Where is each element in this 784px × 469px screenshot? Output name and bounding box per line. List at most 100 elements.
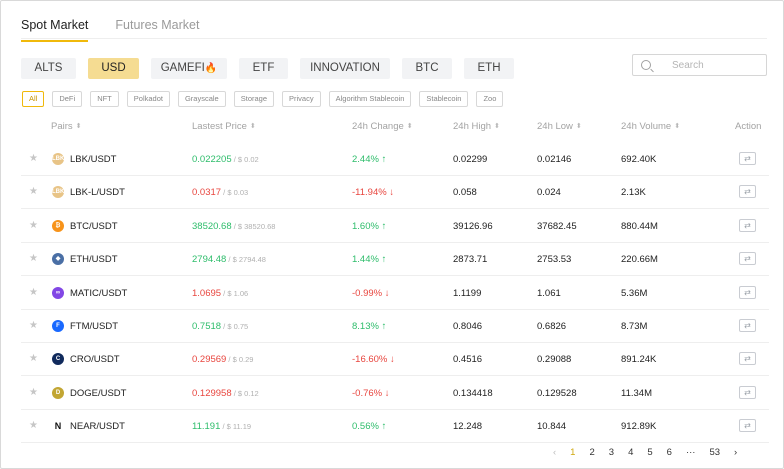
market-tabs: Spot Market Futures Market xyxy=(21,18,226,42)
high-value: 39126.96 xyxy=(453,220,493,232)
low-value: 0.024 xyxy=(537,187,561,199)
sort-icon: ⬍ xyxy=(249,123,256,130)
transfer-icon[interactable]: ⇄ xyxy=(739,385,756,399)
category-innovation[interactable]: INNOVATION xyxy=(300,58,390,79)
page-5[interactable]: 5 xyxy=(647,447,653,458)
star-icon[interactable]: ★ xyxy=(29,420,38,432)
star-icon[interactable]: ★ xyxy=(29,286,38,298)
table-row[interactable]: ★ C CRO/USDT 0.29569 / $ 0.29 -16.60% ↓ 0.451… xyxy=(21,343,769,377)
last-price: 0.7518 xyxy=(192,321,222,332)
pair-name[interactable]: LBK/USDT xyxy=(70,154,117,165)
last-price: 11.191 xyxy=(192,421,221,433)
table-row[interactable]: ★ LBK LBK-L/USDT 0.0317 / $ 0.03 -11.94% ↓ 0.… xyxy=(21,176,769,210)
star-icon[interactable]: ★ xyxy=(29,186,38,198)
pair-name[interactable]: BTC/USDT xyxy=(70,220,118,232)
table-row[interactable]: ★ LBK LBK/USDT 0.022205 / $ 0.02 2.44% ↑ 0.02… xyxy=(21,143,769,176)
transfer-icon[interactable]: ⇄ xyxy=(739,352,756,366)
sort-icon: ⬍ xyxy=(75,123,82,130)
transfer-icon[interactable]: ⇄ xyxy=(739,419,756,433)
tabs-divider xyxy=(21,38,767,39)
table-row[interactable]: ★ ₿ BTC/USDT 38520.68 / $ 38520.68 1.60% ↑ 39… xyxy=(21,210,769,243)
low-value: 0.02146 xyxy=(537,154,572,165)
high-value: 1.1199 xyxy=(453,287,482,299)
page-last[interactable]: 53 xyxy=(709,447,721,458)
filter-algorithm-stablecoin[interactable]: Algorithm Stablecoin xyxy=(328,91,412,107)
column-header-low[interactable]: 24h Low ⬍ xyxy=(537,121,582,132)
table-row[interactable]: ★ F FTM/USDT 0.7518 / $ 0.75 8.13% ↑ 0.8046 0.… xyxy=(21,310,769,343)
page-2[interactable]: 2 xyxy=(589,447,595,458)
change-value: -0.76% xyxy=(352,387,383,399)
table-row[interactable]: ★ ◆ ETH/USDT 2794.48 / $ 2794.48 1.44% ↑ 2873… xyxy=(21,243,769,277)
category-eth[interactable]: ETH xyxy=(464,58,514,79)
star-icon[interactable]: ★ xyxy=(29,153,38,164)
transfer-icon[interactable]: ⇄ xyxy=(739,285,756,299)
star-icon[interactable]: ★ xyxy=(29,219,38,231)
high-value: 0.4516 xyxy=(453,354,483,366)
pair-name[interactable]: FTM/USDT xyxy=(70,321,119,332)
last-price: 0.29569 xyxy=(192,354,227,366)
pair-name[interactable]: LBK-L/USDT xyxy=(70,187,125,199)
volume-value: 5.36M xyxy=(621,287,648,299)
prev-page-button[interactable]: ‹ xyxy=(553,447,557,458)
table-row[interactable]: ★ D DOGE/USDT 0.129958 / $ 0.12 -0.76% ↓ 0.13… xyxy=(21,377,769,410)
transfer-icon[interactable]: ⇄ xyxy=(739,319,756,332)
tab-spot-market[interactable]: Spot Market xyxy=(21,18,89,42)
page-4[interactable]: 4 xyxy=(628,447,634,458)
change-cell: 8.13% ↑ xyxy=(352,321,386,332)
ethereum-icon: ◆ xyxy=(52,253,64,266)
category-etf[interactable]: ETF xyxy=(239,58,288,79)
column-header-change[interactable]: 24h Change ⬍ xyxy=(352,121,413,132)
arrow-up-icon: ↑ xyxy=(381,154,387,165)
pair-name[interactable]: ETH/USDT xyxy=(70,254,118,266)
volume-value: 2.13K xyxy=(621,187,646,199)
category-alts[interactable]: ALTS xyxy=(21,58,76,79)
filter-defi[interactable]: DeFi xyxy=(52,91,83,107)
next-page-button[interactable]: › xyxy=(734,447,738,458)
price-cell: 0.129958 / $ 0.12 xyxy=(192,388,259,399)
pair-name[interactable]: CRO/USDT xyxy=(70,354,120,366)
filter-zoo[interactable]: Zoo xyxy=(476,91,504,107)
page-3[interactable]: 3 xyxy=(608,447,615,458)
arrow-up-icon: ↑ xyxy=(381,421,387,433)
page-1[interactable]: 1 xyxy=(570,447,576,458)
search-input[interactable] xyxy=(672,59,762,71)
pair-name[interactable]: MATIC/USDT xyxy=(70,287,128,299)
column-header-price[interactable]: Lastest Price ⬍ xyxy=(192,121,256,132)
star-icon[interactable]: ★ xyxy=(29,253,38,265)
filter-grayscale[interactable]: Grayscale xyxy=(177,91,226,107)
high-value: 0.058 xyxy=(453,187,477,199)
transfer-icon[interactable]: ⇄ xyxy=(739,152,756,165)
pair-name[interactable]: NEAR/USDT xyxy=(70,421,125,433)
column-header-pairs[interactable]: Pairs ⬍ xyxy=(51,121,82,132)
tab-futures-market[interactable]: Futures Market xyxy=(115,18,200,32)
filter-all[interactable]: All xyxy=(22,91,45,107)
filter-nft[interactable]: NFT xyxy=(90,91,119,107)
last-price: 38520.68 xyxy=(192,220,232,232)
filter-stablecoin[interactable]: Stablecoin xyxy=(419,91,469,107)
page-6[interactable]: 6 xyxy=(666,447,672,458)
category-gamefi[interactable]: GAMEFI🔥 xyxy=(151,58,227,79)
category-usd[interactable]: USD xyxy=(88,58,139,79)
lbk-icon: LBK xyxy=(52,186,64,199)
transfer-icon[interactable]: ⇄ xyxy=(739,185,756,199)
star-icon[interactable]: ★ xyxy=(29,320,38,331)
filter-storage[interactable]: Storage xyxy=(233,91,275,107)
table-row[interactable]: ★ ∞ MATIC/USDT 1.0695 / $ 1.06 -0.99% ↓ 1.119… xyxy=(21,277,769,310)
category-btc[interactable]: BTC xyxy=(402,58,452,79)
low-value: 0.129528 xyxy=(537,387,577,399)
table-row[interactable]: ★ N NEAR/USDT 11.191 / $ 11.19 0.56% ↑ 12.248… xyxy=(21,410,769,444)
fantom-icon: F xyxy=(52,320,64,332)
price-cell: 0.29569 / $ 0.29 xyxy=(192,354,253,365)
star-icon[interactable]: ★ xyxy=(29,386,38,398)
filter-polkadot[interactable]: Polkadot xyxy=(126,91,170,107)
price-usd: / $ 11.19 xyxy=(220,422,252,432)
star-icon[interactable]: ★ xyxy=(29,353,38,365)
column-header-high[interactable]: 24h High ⬍ xyxy=(453,121,500,132)
column-header-volume[interactable]: 24h Volume ⬍ xyxy=(621,121,680,132)
volume-value: 880.44M xyxy=(621,220,658,232)
transfer-icon[interactable]: ⇄ xyxy=(739,218,756,232)
transfer-icon[interactable]: ⇄ xyxy=(739,252,756,266)
last-price: 2794.48 xyxy=(192,254,227,266)
pair-name[interactable]: DOGE/USDT xyxy=(70,387,127,399)
filter-privacy[interactable]: Privacy xyxy=(282,91,321,107)
